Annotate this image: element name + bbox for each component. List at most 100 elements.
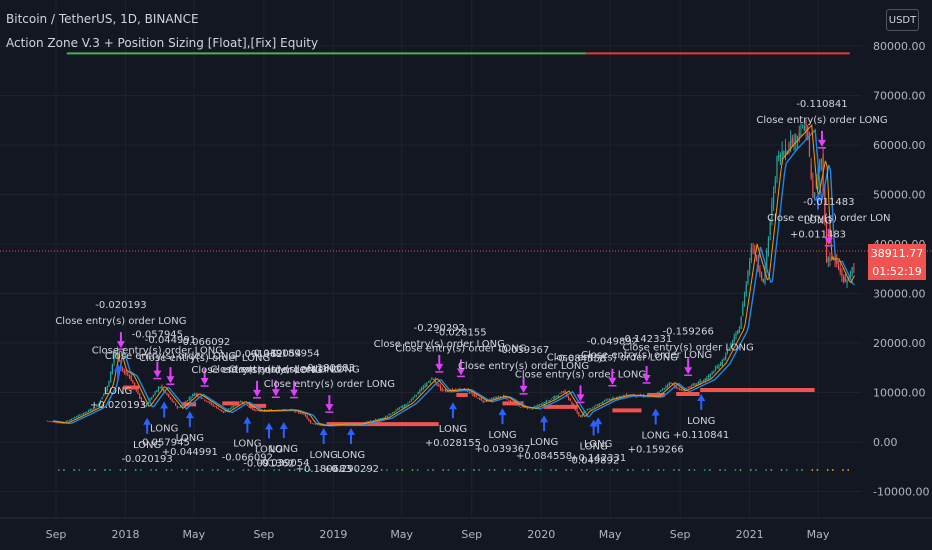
candle-body bbox=[831, 256, 833, 260]
candle-body bbox=[658, 391, 660, 395]
zone-dot bbox=[478, 469, 481, 471]
candle-body bbox=[209, 401, 211, 404]
candle-body bbox=[591, 407, 594, 409]
candle-body bbox=[552, 397, 554, 399]
time-axis[interactable]: Sep 2018 May Sep 2019 May Sep 2020 May Sep 2021 May bbox=[46, 528, 830, 541]
candle-body bbox=[186, 400, 189, 402]
y-tick-label: 10000.00 bbox=[873, 387, 926, 400]
candle-body bbox=[436, 382, 438, 385]
close-label: Close entry(s) order LONG bbox=[92, 346, 223, 357]
close-arrow-head bbox=[271, 389, 280, 397]
zone-dot bbox=[796, 469, 798, 471]
zone-dot bbox=[785, 469, 788, 471]
candle-body bbox=[98, 403, 100, 407]
close-label: Close entry(s) order LONG bbox=[581, 350, 712, 361]
symbol-title: Bitcoin / TetherUS, 1D, BINANCE bbox=[6, 12, 199, 26]
candle-body bbox=[65, 421, 67, 423]
strategy-title: Action Zone V.3 + Position Sizing [Float… bbox=[6, 36, 319, 50]
candle-body bbox=[766, 250, 768, 270]
candle-body bbox=[475, 395, 477, 397]
candle-body bbox=[92, 407, 95, 409]
long-arrow-head bbox=[143, 417, 152, 425]
zone-dot bbox=[826, 469, 829, 471]
candle-body bbox=[697, 382, 700, 384]
candle-body bbox=[386, 415, 389, 417]
long-label: LONG bbox=[579, 442, 607, 453]
long-label: LONG bbox=[255, 444, 283, 455]
candle-body bbox=[166, 392, 168, 395]
candle-body bbox=[829, 258, 831, 261]
candle-body bbox=[761, 274, 763, 280]
candle-body bbox=[542, 403, 544, 405]
candle-body bbox=[318, 424, 320, 426]
candle-body bbox=[525, 407, 527, 408]
candle-body bbox=[520, 407, 522, 408]
candle-body bbox=[817, 174, 819, 182]
zone-dot bbox=[565, 469, 568, 471]
candle-body bbox=[216, 406, 218, 408]
candle-body bbox=[99, 400, 102, 404]
y-tick-label: 50000.00 bbox=[873, 189, 926, 202]
candle-body bbox=[692, 384, 694, 386]
candle-body bbox=[104, 390, 107, 394]
candle-body bbox=[735, 333, 737, 337]
candle-body bbox=[320, 425, 322, 426]
candle-body bbox=[132, 380, 134, 384]
candle-body bbox=[726, 349, 729, 354]
candle-body bbox=[221, 409, 223, 412]
candle-body bbox=[195, 393, 197, 395]
candle-body bbox=[559, 392, 561, 394]
close-arrow-head bbox=[166, 376, 175, 384]
candle-body bbox=[193, 393, 195, 396]
close-label: Close entry(s) order LONG bbox=[55, 316, 186, 327]
zone-dot bbox=[457, 469, 460, 471]
candle-body bbox=[569, 398, 571, 401]
long-arrow-head bbox=[651, 408, 660, 416]
candle-body bbox=[597, 404, 599, 406]
candle-body bbox=[81, 414, 83, 416]
zone-dots bbox=[57, 469, 850, 471]
zone-dot bbox=[88, 469, 91, 471]
candle-body bbox=[294, 410, 296, 413]
zone-dot bbox=[73, 469, 76, 471]
candle-body bbox=[571, 401, 573, 405]
candle-body bbox=[803, 126, 805, 131]
candle-body bbox=[231, 406, 233, 409]
candle-body bbox=[793, 139, 795, 146]
x-tick-label: Sep bbox=[46, 528, 67, 541]
currency-button[interactable]: USDT bbox=[886, 9, 919, 31]
candle-body bbox=[699, 380, 701, 384]
candle-body bbox=[825, 224, 828, 262]
candle-body bbox=[839, 268, 841, 273]
zone-dot bbox=[303, 469, 306, 471]
candle-body bbox=[716, 366, 718, 369]
candle-body bbox=[824, 190, 826, 222]
candle-body bbox=[316, 424, 319, 426]
candle-body bbox=[434, 379, 436, 383]
candle-body bbox=[506, 398, 508, 400]
candle-body bbox=[393, 411, 395, 413]
candle-body bbox=[562, 391, 565, 393]
close-label: Close entry(s) order LONG bbox=[458, 361, 589, 372]
close-arrow-head bbox=[435, 363, 444, 371]
candle-body bbox=[808, 134, 811, 156]
candle-body bbox=[405, 404, 407, 406]
candle-body bbox=[169, 397, 172, 400]
zone-dot bbox=[688, 469, 691, 471]
candle-body bbox=[610, 399, 612, 400]
candle-body bbox=[784, 148, 787, 154]
candle-body bbox=[696, 383, 698, 385]
zone-dot bbox=[319, 469, 322, 471]
long-label: LONG bbox=[150, 424, 178, 435]
candle-body bbox=[853, 268, 855, 269]
candle-body bbox=[207, 401, 209, 403]
zone-dot bbox=[801, 469, 803, 471]
candle-body bbox=[304, 414, 307, 416]
candle-body bbox=[229, 408, 231, 409]
candle-body bbox=[217, 408, 219, 410]
close-arrow-head bbox=[684, 367, 693, 375]
long-label: LONG bbox=[530, 437, 558, 448]
candle-body bbox=[204, 399, 206, 401]
candle-body bbox=[721, 359, 723, 365]
